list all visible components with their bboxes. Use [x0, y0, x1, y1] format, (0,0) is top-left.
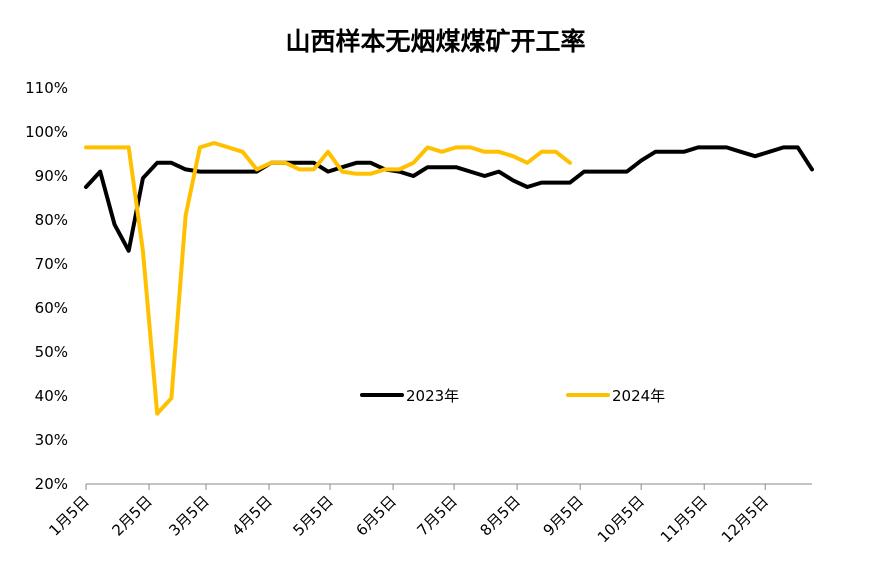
y-axis-tick-labels: 20% 30% 40% 50% 60% 70% 80% 90% 100% 110%	[25, 79, 68, 493]
x-tick-label: 2月5日	[108, 492, 155, 539]
y-tick-label: 110%	[25, 79, 68, 97]
x-tick-label: 7月5日	[413, 492, 460, 539]
y-tick-label: 30%	[35, 431, 68, 449]
x-tick-label: 6月5日	[352, 492, 399, 539]
x-tick-label: 11月5日	[657, 492, 711, 546]
y-tick-label: 100%	[25, 123, 68, 141]
series-lines	[84, 141, 814, 416]
x-tick-label: 8月5日	[477, 492, 524, 539]
legend-label: 2023年	[406, 387, 459, 405]
x-tick-label: 4月5日	[228, 492, 275, 539]
x-tick-label: 3月5日	[165, 492, 212, 539]
legend: 2023年 2024年	[360, 387, 665, 405]
y-tick-label: 90%	[35, 167, 68, 185]
x-axis: 1月5日 2月5日 3月5日 4月5日 5月5日 6月5日 7月5日 8月5日 9月5日 10月5…	[45, 483, 812, 546]
y-tick-label: 70%	[35, 255, 68, 273]
y-tick-label: 40%	[35, 387, 68, 405]
y-tick-label: 80%	[35, 211, 68, 229]
x-tick-label: 9月5日	[540, 492, 587, 539]
series-line-2023	[84, 145, 814, 253]
y-tick-label: 50%	[35, 343, 68, 361]
y-tick-label: 20%	[35, 475, 68, 493]
x-tick-label: 12月5日	[718, 492, 772, 546]
series-line-2024	[84, 141, 572, 416]
x-tick-label: 10月5日	[594, 492, 648, 546]
chart-title: 山西样本无烟煤煤矿开工率	[285, 27, 586, 56]
legend-label: 2024年	[612, 387, 665, 405]
x-tick-label: 5月5日	[289, 492, 336, 539]
x-tick-label: 1月5日	[45, 492, 92, 539]
y-tick-label: 60%	[35, 299, 68, 317]
